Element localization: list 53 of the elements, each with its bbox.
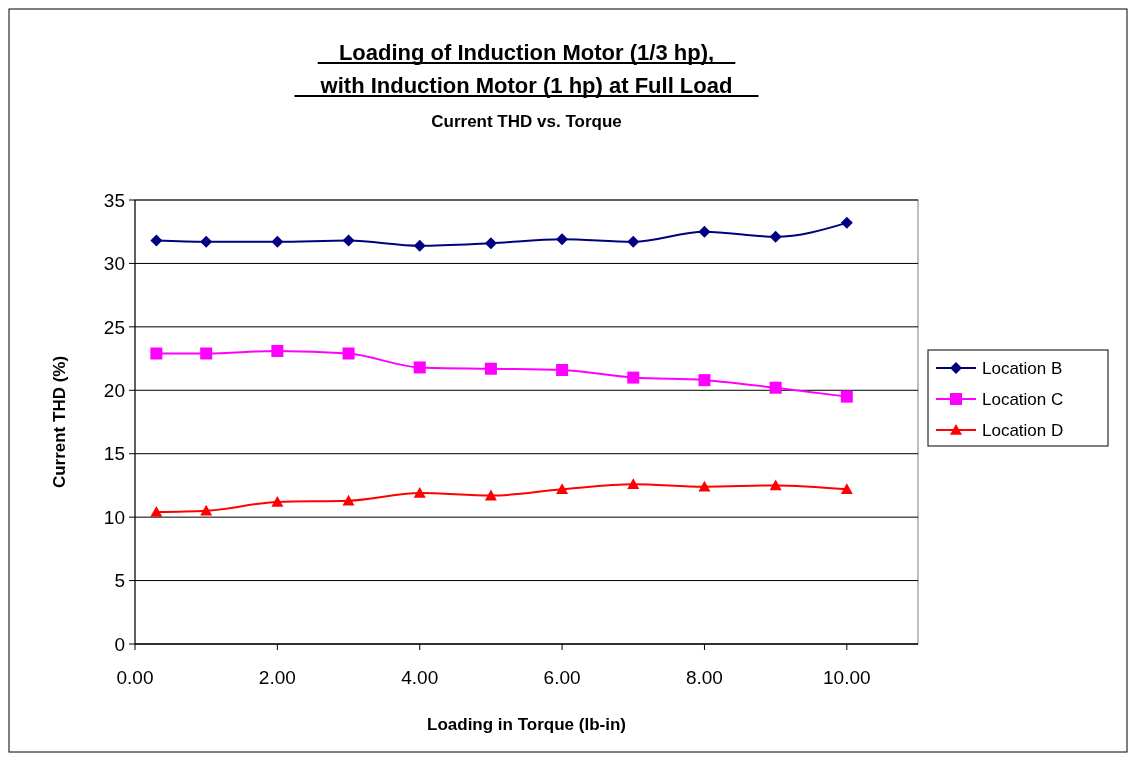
y-tick-label: 25 — [103, 316, 125, 338]
point — [769, 479, 782, 491]
x-tick-label: 10.00 — [823, 667, 871, 688]
point — [556, 483, 569, 495]
point — [556, 233, 569, 246]
point — [342, 234, 355, 247]
point — [698, 374, 711, 387]
point — [271, 344, 284, 357]
legend-label: Location B — [982, 358, 1063, 378]
point — [200, 504, 213, 516]
legend-label: Location D — [982, 420, 1064, 440]
point — [271, 235, 284, 248]
point — [769, 381, 782, 394]
point — [413, 361, 426, 374]
point — [698, 225, 711, 238]
x-tick-label: 2.00 — [258, 667, 296, 688]
x-axis-title: Loading in Torque (lb-in) — [427, 715, 626, 734]
point — [484, 237, 497, 250]
x-tick-label: 0.00 — [116, 667, 154, 688]
y-tick-label: 10 — [103, 506, 125, 528]
y-tick-label: 5 — [114, 570, 125, 592]
point — [413, 239, 426, 252]
point — [840, 216, 853, 229]
point — [271, 495, 284, 507]
legend-label: Location C — [982, 389, 1064, 409]
point — [627, 478, 640, 489]
y-tick-label: 30 — [103, 253, 125, 275]
y-tick-label: 20 — [103, 379, 125, 401]
y-tick-label: 35 — [103, 189, 125, 211]
point — [840, 483, 853, 495]
point — [769, 230, 782, 243]
point — [556, 363, 569, 376]
point — [150, 506, 163, 517]
point — [342, 494, 355, 506]
x-tick-label: 4.00 — [401, 667, 439, 688]
point — [627, 371, 640, 384]
x-tick-label: 8.00 — [685, 667, 723, 688]
point — [200, 347, 213, 360]
point — [698, 480, 711, 492]
point — [484, 489, 497, 501]
chart-subtitle: Current THD vs. Torque — [431, 112, 622, 131]
y-tick-label: 0 — [114, 633, 125, 655]
point — [342, 347, 355, 360]
point — [484, 362, 497, 375]
point — [627, 235, 640, 248]
y-tick-label: 15 — [103, 443, 125, 465]
point — [840, 390, 853, 403]
point — [150, 234, 163, 247]
y-axis-title: Current THD (%) — [50, 355, 69, 489]
point — [150, 347, 163, 360]
point — [413, 487, 426, 498]
x-tick-label: 6.00 — [543, 667, 581, 688]
point — [200, 235, 213, 248]
